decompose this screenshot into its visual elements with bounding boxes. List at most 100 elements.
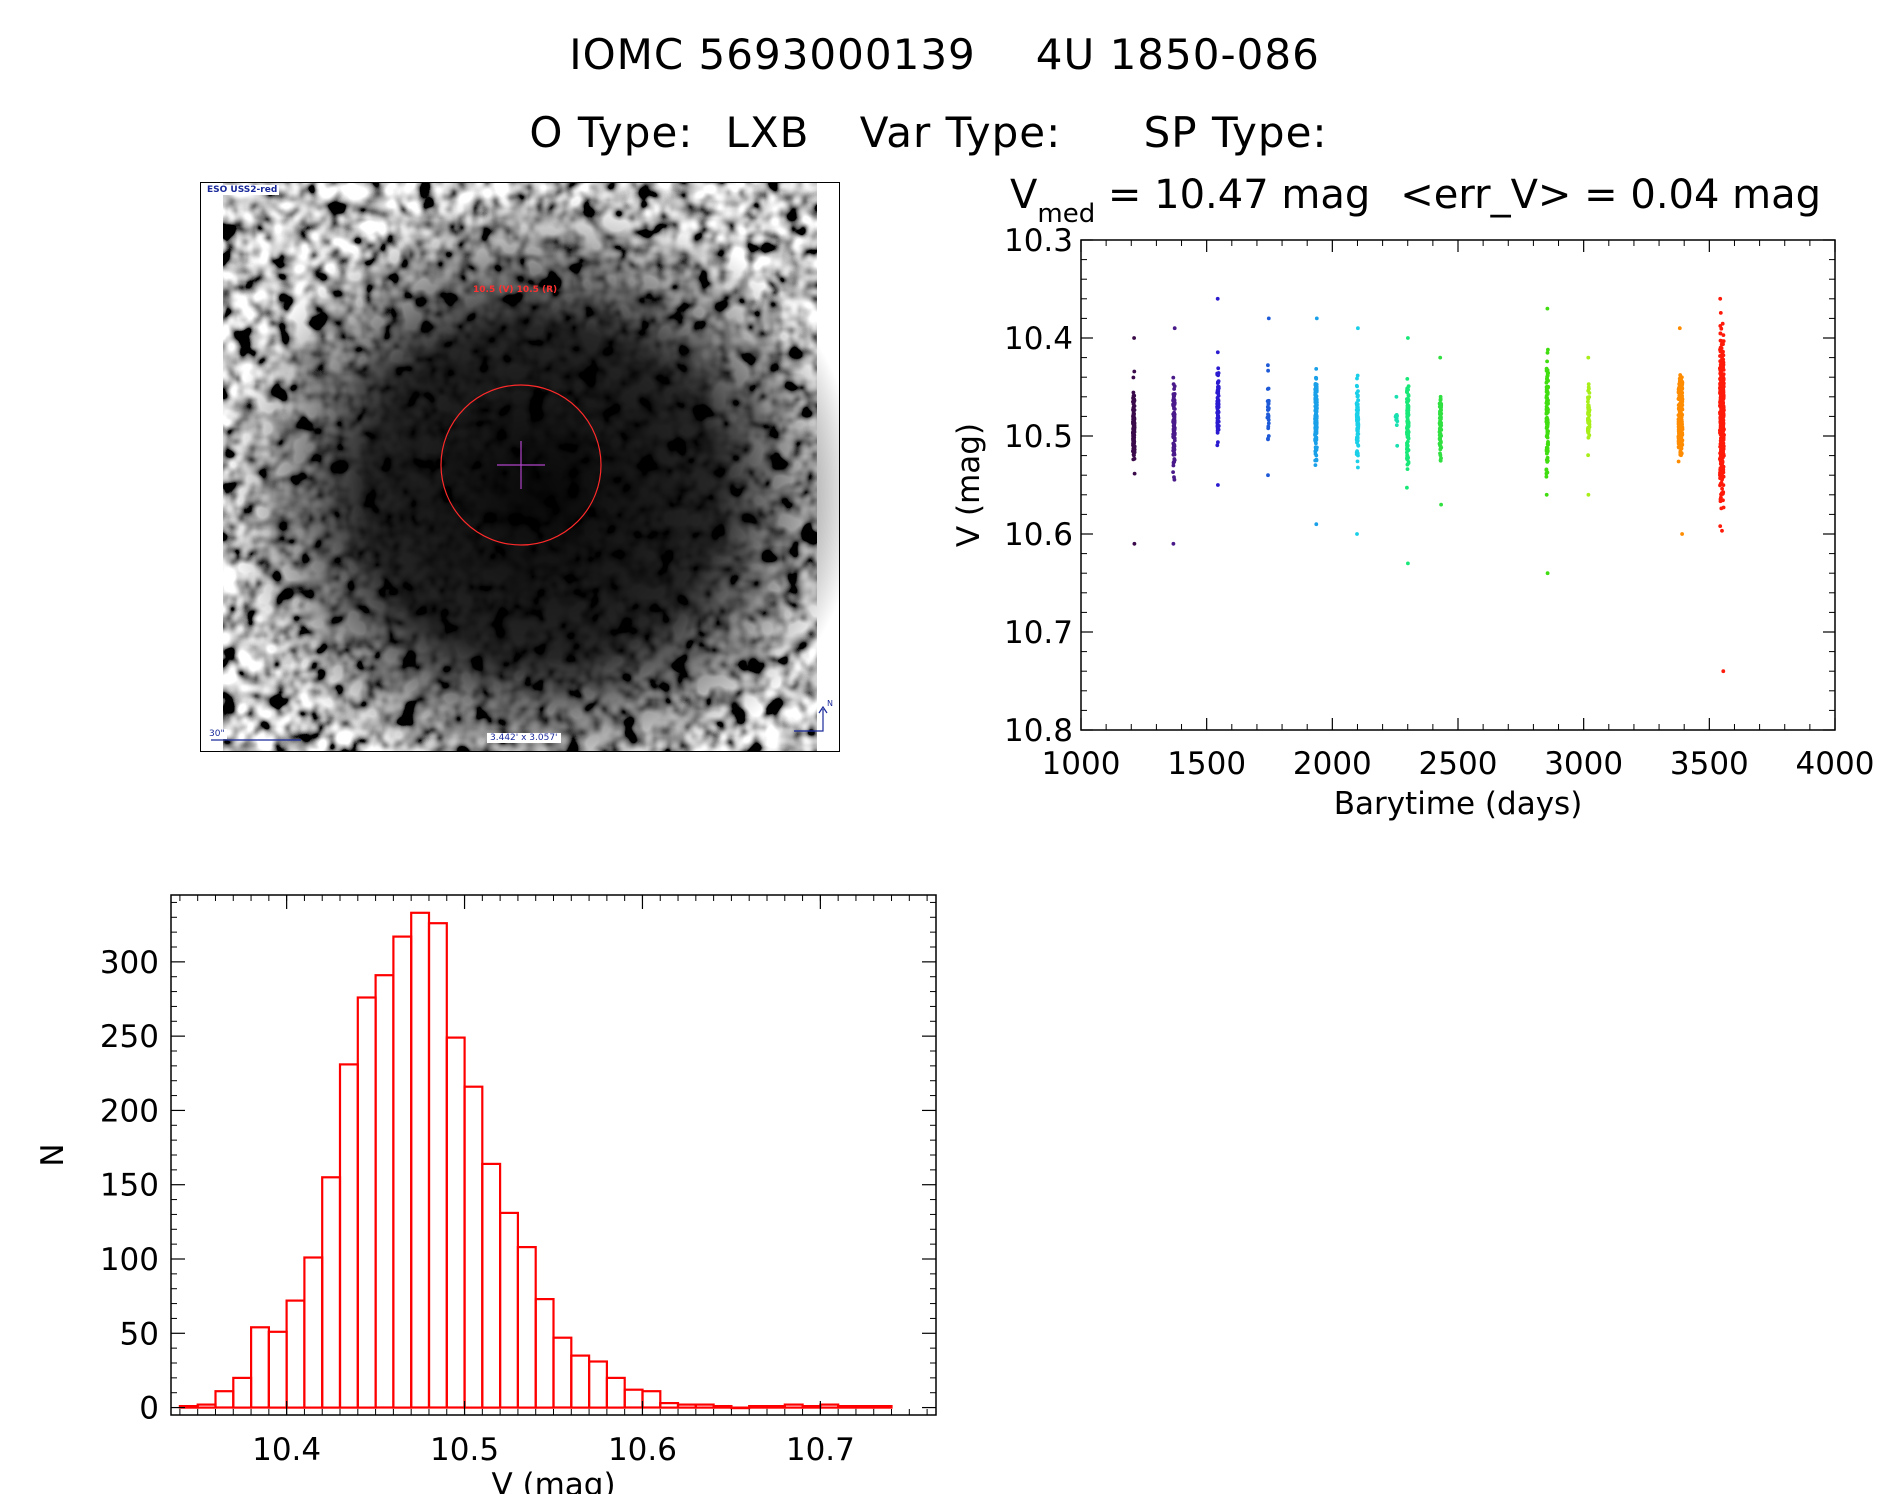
lightcurve-point xyxy=(1132,450,1137,455)
histogram-x-tick-label-3: 10.7 xyxy=(786,1432,855,1468)
histogram-bar xyxy=(783,1403,804,1409)
histogram-bar xyxy=(445,1036,466,1409)
lightcurve-point xyxy=(1545,377,1550,381)
histogram-bar xyxy=(641,1390,662,1409)
lightcurve-point xyxy=(1131,400,1135,404)
lightcurve-point xyxy=(1718,354,1722,358)
histogram-bar xyxy=(819,1403,840,1409)
lightcurve-point xyxy=(1586,453,1590,458)
lightcurve-point xyxy=(1216,483,1220,487)
lightcurve-point xyxy=(1719,422,1724,426)
lightcurve-point xyxy=(1718,296,1723,301)
north-arrow-icon xyxy=(794,705,828,732)
sptype-label: SP Type: xyxy=(1143,108,1328,157)
histogram-bar xyxy=(730,1406,751,1410)
lightcurve-point xyxy=(1406,399,1410,403)
histogram-bar xyxy=(463,1085,484,1409)
lightcurve-point xyxy=(1314,407,1318,412)
histogram-bar xyxy=(516,1245,537,1409)
lightcurve-point xyxy=(1718,311,1723,315)
lightcurve-point xyxy=(1266,418,1271,422)
lightcurve-point xyxy=(1266,316,1271,321)
lightcurve-point xyxy=(1313,433,1317,437)
lightcurve-point xyxy=(1132,471,1137,476)
lightcurve-point xyxy=(1266,426,1271,431)
lightcurve-point xyxy=(1439,433,1443,438)
lightcurve-point xyxy=(1676,434,1681,439)
lightcurve-point xyxy=(1314,367,1319,371)
lightcurve-point xyxy=(1313,400,1318,405)
lightcurve-point xyxy=(1131,413,1136,418)
lightcurve-point xyxy=(1587,412,1591,417)
lightcurve-point xyxy=(1718,415,1723,420)
lightcurve-point xyxy=(1171,448,1176,453)
lightcurve-point xyxy=(1546,440,1550,444)
lightcurve-point xyxy=(1721,384,1726,389)
lightcurve-point xyxy=(1676,459,1681,464)
lightcurve-point xyxy=(1586,399,1590,404)
histogram-y-tick-label-6: 300 xyxy=(100,945,159,981)
histogram-bar xyxy=(712,1404,733,1409)
histogram-bar xyxy=(374,974,395,1409)
lightcurve-point xyxy=(1677,445,1681,450)
lightcurve-point xyxy=(1718,401,1723,406)
lightcurve-point xyxy=(1586,435,1591,440)
histogram-bar xyxy=(410,911,431,1409)
lightcurve-point xyxy=(1172,436,1177,440)
lightcurve-point xyxy=(1132,336,1136,340)
lightcurve-point xyxy=(1678,449,1683,454)
lightcurve-point xyxy=(1680,427,1684,431)
aperture-circle xyxy=(440,384,602,546)
lightcurve-point xyxy=(1132,438,1136,442)
image-scale-label: 30" xyxy=(207,729,227,739)
lightcurve-point xyxy=(1719,382,1724,386)
lightcurve-point xyxy=(1718,331,1723,336)
histogram-x-tick-label-2: 10.6 xyxy=(608,1432,677,1468)
lightcurve-point xyxy=(1171,398,1176,403)
lightcurve-point xyxy=(1266,434,1271,438)
lightcurve-point xyxy=(1266,437,1270,442)
lightcurve-point xyxy=(1718,483,1722,488)
lightcurve-cluster-7 xyxy=(1405,336,1411,566)
lightcurve-point xyxy=(1314,453,1319,458)
lightcurve-point xyxy=(1394,394,1399,399)
lightcurve-point xyxy=(1393,414,1398,419)
lightcurve-point xyxy=(1405,390,1409,394)
lightcurve-point xyxy=(1405,450,1409,455)
lightcurve-point xyxy=(1719,364,1724,369)
lightcurve-cluster-5 xyxy=(1354,326,1361,536)
image-magnitude-label: 10.5 (V) 10.5 (R) xyxy=(473,285,558,295)
histogram-bar xyxy=(765,1404,786,1409)
lightcurve-point xyxy=(1132,541,1137,546)
lightcurve-point xyxy=(1587,405,1591,410)
histogram-x-axis-label: V (mag) xyxy=(491,1467,615,1494)
lightcurve-point xyxy=(1172,420,1177,425)
lightcurve-point xyxy=(1544,492,1549,497)
image-north-label: N xyxy=(827,699,833,708)
lightcurve-point xyxy=(1131,429,1136,434)
lightcurve-point xyxy=(1720,528,1724,533)
lightcurve-point xyxy=(1438,447,1443,452)
lightcurve-point xyxy=(1314,441,1318,446)
lightcurve-point xyxy=(1406,420,1411,425)
lightcurve-x-tick-label-2: 2000 xyxy=(1293,746,1372,782)
histogram-bar xyxy=(837,1404,858,1409)
lightcurve-point xyxy=(1355,437,1359,441)
lightcurve-point xyxy=(1216,397,1220,402)
lightcurve-point xyxy=(1216,381,1220,385)
lightcurve-y-tick-label-2: 10.5 xyxy=(1004,419,1073,455)
lightcurve-cluster-6 xyxy=(1393,394,1400,448)
lightcurve-point xyxy=(1356,417,1360,421)
lightcurve-point xyxy=(1586,420,1591,425)
lightcurve-point xyxy=(1266,473,1270,478)
histogram-bar xyxy=(356,996,377,1409)
light-curve-stats: Vmed = 10.47 mag <err_V> = 0.04 mag xyxy=(1010,172,1821,229)
lightcurve-point xyxy=(1438,415,1443,420)
lightcurve-point xyxy=(1544,396,1549,400)
lightcurve-point xyxy=(1266,407,1271,412)
lightcurve-point xyxy=(1172,442,1177,447)
lightcurve-point xyxy=(1587,391,1592,395)
lightcurve-point xyxy=(1131,375,1136,380)
histogram-bar xyxy=(303,1256,324,1409)
lightcurve-point xyxy=(1544,404,1549,409)
